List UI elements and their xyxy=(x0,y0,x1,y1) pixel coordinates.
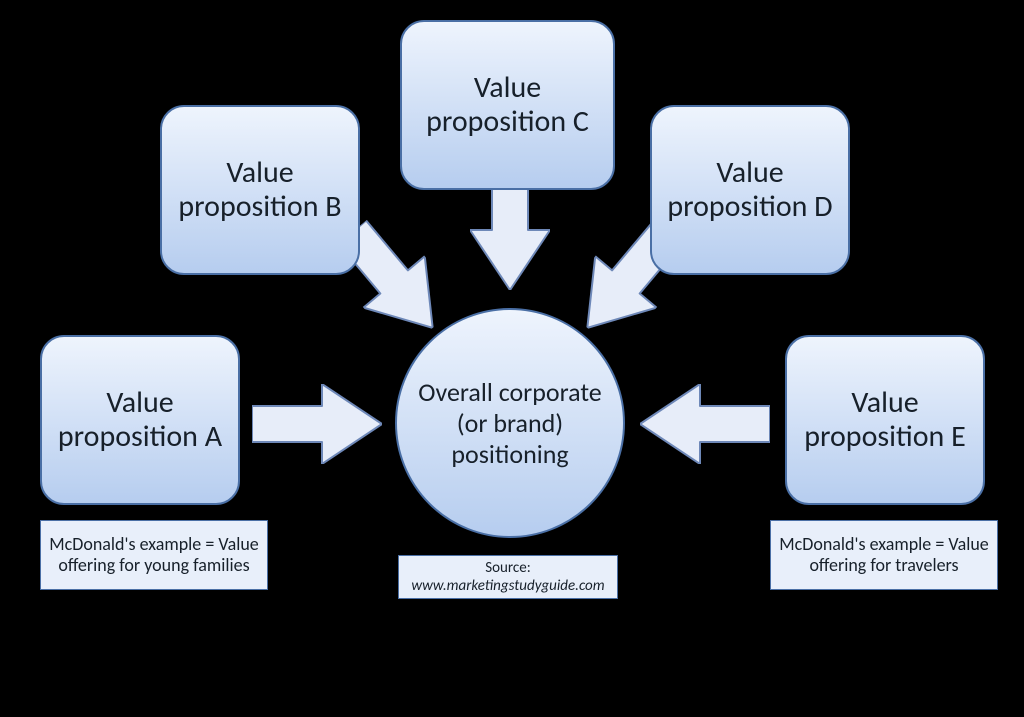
caption-text: McDonald's example = Value offering for … xyxy=(777,534,991,576)
source-label: Source: xyxy=(485,559,531,577)
node-label: Value proposition D xyxy=(666,156,834,224)
arrow-from-a xyxy=(252,384,382,464)
center-label: Overall corporate (or brand) positioning xyxy=(409,377,611,470)
caption-a: McDonald's example = Value offering for … xyxy=(40,520,268,590)
node-label: Value proposition C xyxy=(416,71,599,139)
node-a: Value proposition A xyxy=(40,335,240,505)
node-d: Value proposition D xyxy=(650,105,850,275)
center-circle: Overall corporate (or brand) positioning xyxy=(395,308,625,538)
node-label: Value proposition B xyxy=(176,156,344,224)
source-value: www.marketingstudyguide.com xyxy=(411,577,604,595)
node-label: Value proposition A xyxy=(56,386,224,454)
arrow-from-e xyxy=(640,384,770,464)
caption-text: McDonald's example = Value offering for … xyxy=(47,534,261,576)
node-label: Value proposition E xyxy=(801,386,969,454)
source-box: Source:www.marketingstudyguide.com xyxy=(398,555,618,599)
node-e: Value proposition E xyxy=(785,335,985,505)
node-b: Value proposition B xyxy=(160,105,360,275)
node-c: Value proposition C xyxy=(400,20,615,190)
caption-e: McDonald's example = Value offering for … xyxy=(770,520,998,590)
